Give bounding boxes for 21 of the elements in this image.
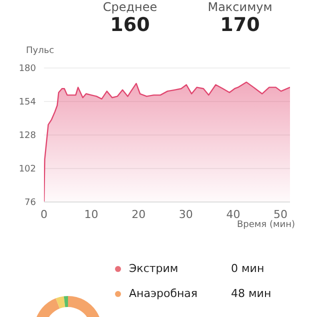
legend-label: Экстрим — [129, 262, 180, 275]
y-tick-label: 102 — [18, 164, 36, 175]
text: Максимум — [206, 0, 274, 14]
x-tick-label: 20 — [132, 208, 146, 221]
y-axis-title: Пульс — [26, 46, 54, 56]
text: 170 — [219, 14, 261, 36]
x-axis-title: Время (мин) — [236, 220, 295, 230]
x-tick-label: 0 — [40, 208, 48, 221]
data-label: 48 мин — [231, 287, 272, 300]
x-tick-label: 50 — [274, 208, 288, 221]
y-tick-label: 180 — [18, 64, 36, 74]
y-tick-label: 128 — [18, 131, 36, 142]
x-tick-label: 40 — [226, 208, 240, 221]
x-tick-label: 10 — [84, 208, 98, 221]
text: 160 — [109, 14, 151, 36]
x-tick-label: 30 — [178, 208, 193, 221]
legend-label: Анаэробная — [129, 287, 199, 300]
text: Среднее — [102, 0, 158, 14]
text: 0 мин — [231, 262, 264, 275]
y-tick-label: 154 — [18, 98, 36, 108]
y-tick-label: 76 — [24, 198, 36, 208]
